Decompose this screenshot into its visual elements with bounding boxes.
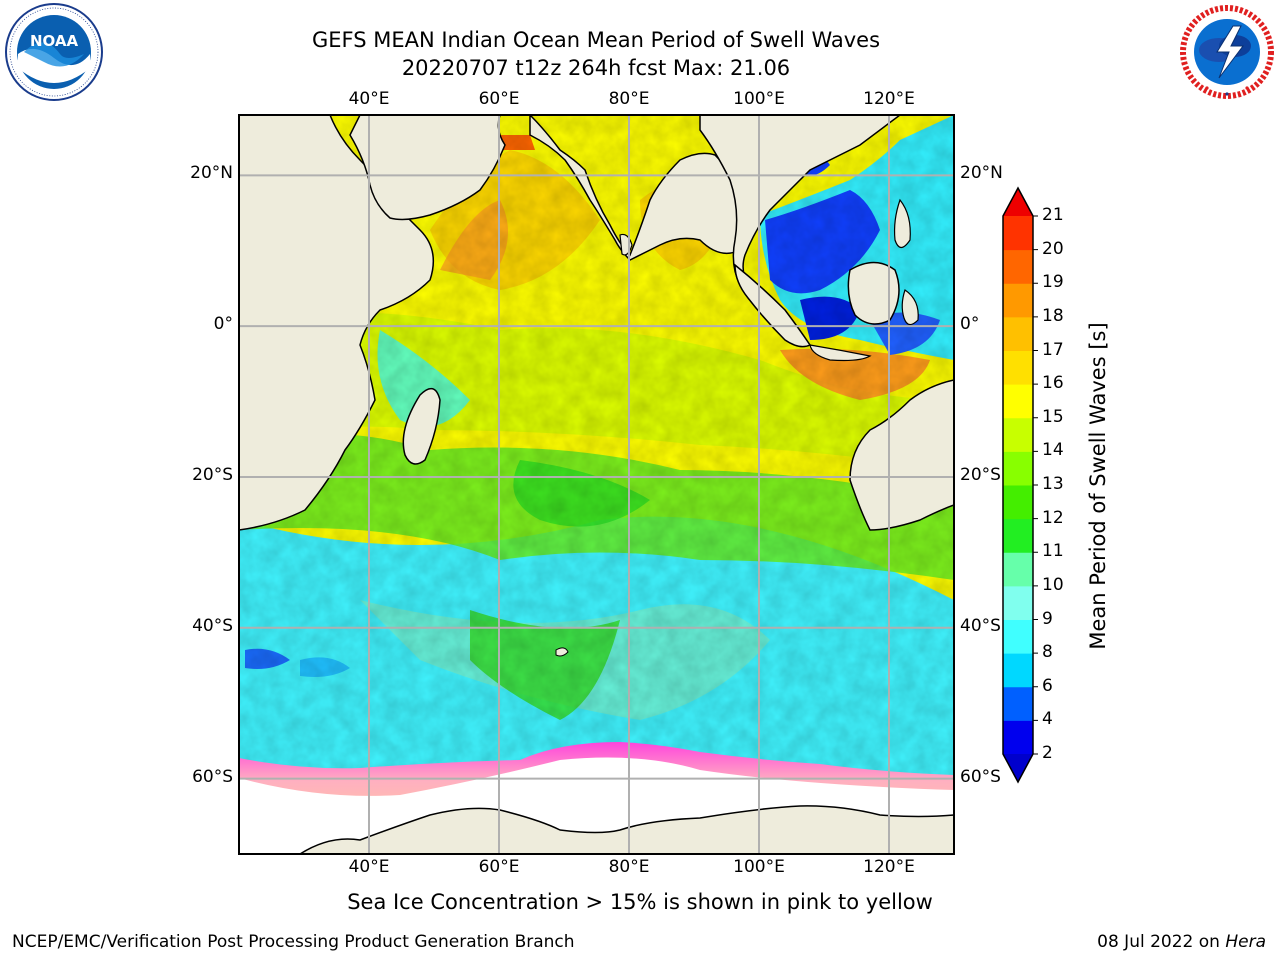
national-weather-service-logo	[1177, 2, 1277, 102]
philippines-land	[893, 198, 911, 249]
colorbar-tick-label: 2	[1042, 743, 1053, 763]
map-gridlines	[239, 115, 954, 854]
colorbar-under-triangle	[1003, 754, 1033, 782]
java-land	[809, 344, 872, 362]
madagascar-land	[402, 387, 441, 465]
lon-label-bottom: 120°E	[863, 857, 915, 877]
lat-label-right: 40°S	[960, 615, 1001, 636]
lon-label-top: 120°E	[863, 89, 915, 109]
colorbar-tick-label: 19	[1042, 272, 1064, 293]
colorbar-segment	[1003, 316, 1033, 351]
colorbar-title: Mean Period of Swell Waves [s]	[1086, 322, 1110, 650]
kerguelen-island	[555, 647, 569, 657]
colorbar-segment	[1003, 585, 1033, 620]
map-frame	[238, 114, 955, 855]
lat-label-right: 60°S	[960, 766, 1001, 787]
colorbar-segment	[1003, 283, 1033, 318]
lat-label-left: 40°S	[192, 615, 233, 636]
lat-label-right: 20°N	[960, 163, 1003, 184]
lat-label-left: 20°S	[192, 464, 233, 485]
chart-title: GEFS MEAN Indian Ocean Mean Period of Sw…	[311, 28, 881, 52]
borneo-land	[847, 261, 900, 325]
colorbar-segment	[1003, 485, 1033, 520]
lon-label-bottom: 80°E	[608, 857, 650, 877]
chart-subtitle: 20220707 t12z 264h fcst Max: 21.06	[401, 56, 791, 80]
colorbar-tick-label: 13	[1042, 474, 1064, 494]
lon-label-bottom: 60°E	[478, 857, 520, 877]
colorbar-tick-label: 14	[1042, 440, 1064, 461]
colorbar-tick-label: 17	[1042, 339, 1064, 360]
lat-label-left: 20°N	[190, 163, 233, 184]
lat-label-left: 60°S	[192, 766, 233, 787]
colorbar-segment	[1003, 249, 1033, 284]
producer-credit: NCEP/EMC/Verification Post Processing Pr…	[12, 932, 575, 952]
lon-label-bottom: 40°E	[348, 857, 390, 877]
colorbar-tick-label: 10	[1042, 574, 1064, 595]
lat-label-right: 0°	[960, 314, 980, 335]
colorbar-tick-label: 8	[1042, 642, 1053, 663]
run-date-text: 08 Jul 2022 on	[1097, 932, 1226, 952]
colorbar-segment	[1003, 417, 1033, 452]
colorbar-tick-label: 6	[1042, 675, 1053, 696]
lat-label-left: 0°	[213, 314, 233, 335]
colorbar-tick-label: 16	[1042, 373, 1064, 394]
australia-land	[849, 379, 954, 531]
lon-label-bottom: 100°E	[733, 857, 785, 877]
colorbar-tick-label: 4	[1042, 709, 1053, 730]
colorbar-segment	[1003, 619, 1033, 654]
antarctica-coast	[298, 805, 954, 854]
lon-label-top: 40°E	[348, 89, 390, 109]
machine-name: Hera	[1225, 932, 1266, 952]
colorbar-segment	[1003, 653, 1033, 688]
noaa-logo-text: NOAA	[30, 32, 79, 50]
lat-label-right: 20°S	[960, 464, 1001, 485]
run-date: 08 Jul 2022 on Hera	[1097, 932, 1266, 952]
colorbar-tick-label: 21	[1042, 205, 1064, 225]
colorbar-segment	[1003, 552, 1033, 587]
colorbar-segment	[1003, 350, 1033, 385]
noaa-logo: NOAA	[4, 2, 104, 102]
sea-ice-note: Sea Ice Concentration > 15% is shown in …	[347, 890, 933, 914]
colorbar-tick-label: 9	[1042, 608, 1053, 629]
colorbar	[1002, 186, 1038, 784]
colorbar-segment	[1003, 216, 1033, 251]
lon-label-top: 80°E	[608, 89, 650, 109]
lon-label-top: 60°E	[478, 89, 520, 109]
colorbar-segment	[1003, 686, 1033, 721]
colorbar-segment	[1003, 451, 1033, 486]
colorbar-segment	[1003, 518, 1033, 553]
colorbar-segment	[1003, 384, 1033, 419]
colorbar-tick-label: 20	[1042, 238, 1064, 259]
colorbar-tick-label: 18	[1042, 305, 1064, 326]
colorbar-tick-label: 12	[1042, 507, 1064, 528]
lon-label-top: 100°E	[733, 89, 785, 109]
colorbar-tick-label: 15	[1042, 406, 1064, 427]
map-panel	[239, 115, 954, 854]
colorbar-tick-label: 11	[1042, 541, 1064, 562]
colorbar-over-triangle	[1003, 188, 1033, 216]
sulawesi-land	[901, 289, 919, 326]
colorbar-segment	[1003, 720, 1033, 755]
